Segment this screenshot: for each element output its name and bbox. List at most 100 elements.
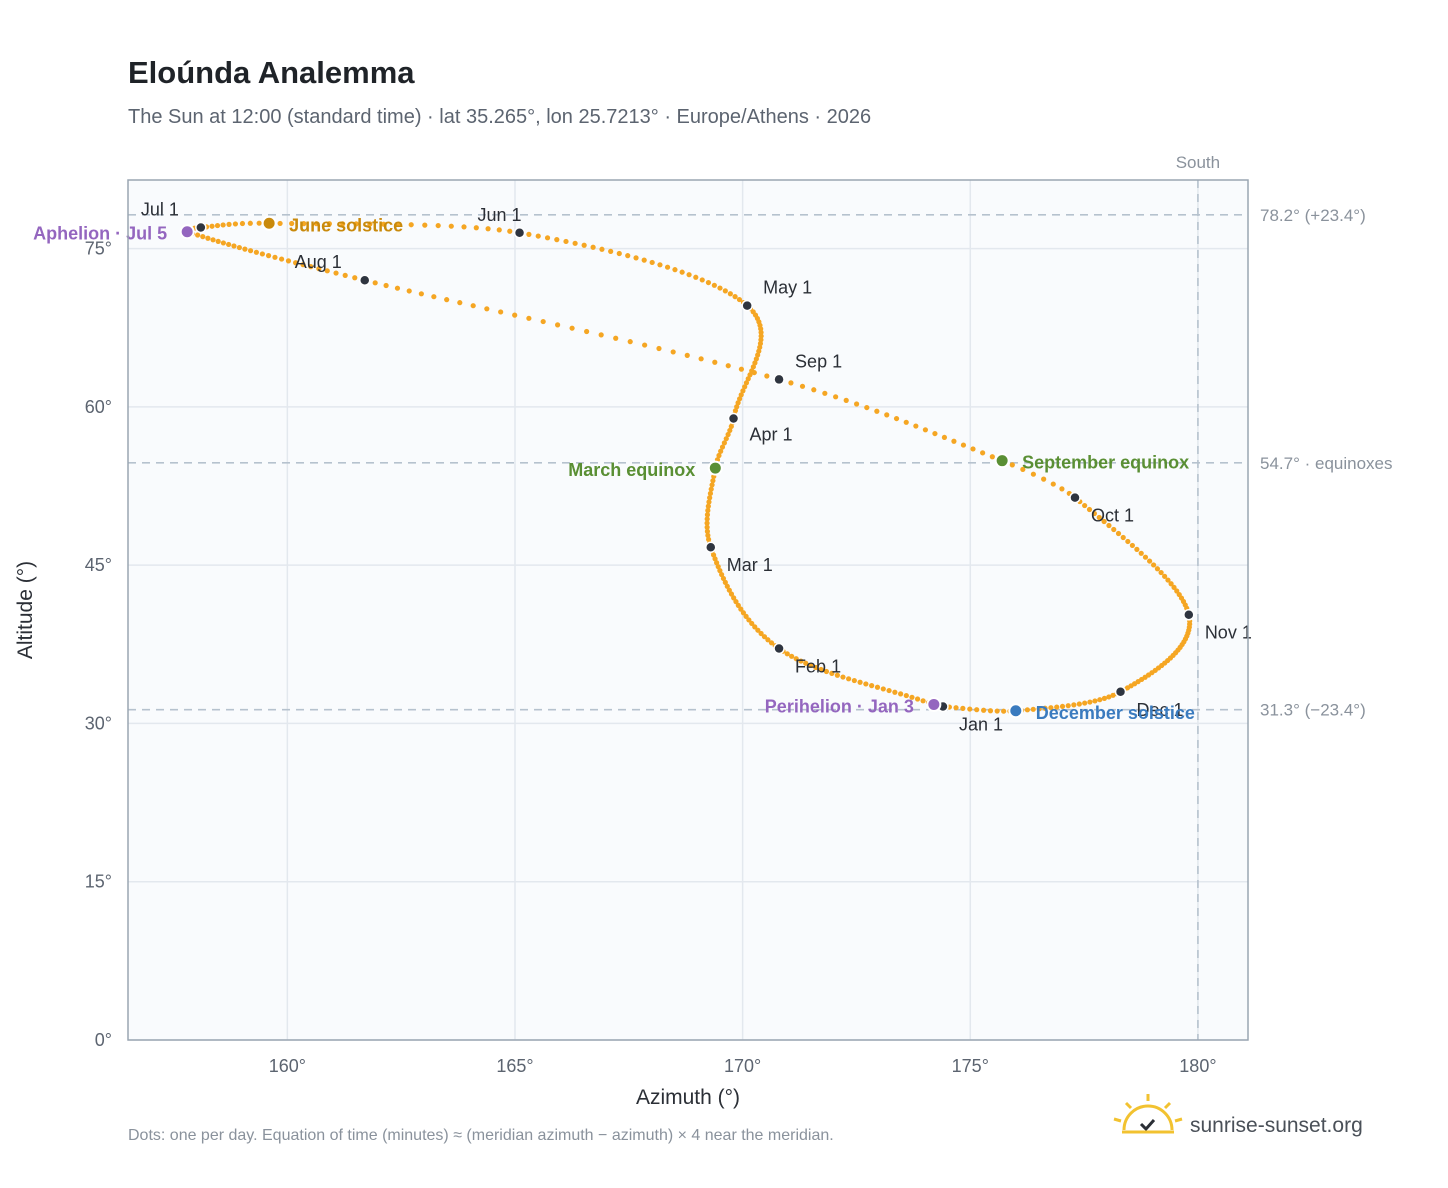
- daily-dot: [903, 692, 909, 699]
- event-marker: [926, 696, 942, 712]
- daily-dot: [727, 291, 733, 297]
- daily-dot: [740, 610, 747, 616]
- daily-dot: [247, 248, 254, 254]
- daily-dot: [788, 380, 794, 386]
- daily-dot: [953, 705, 959, 711]
- daily-dot: [381, 221, 387, 227]
- x-axis-label: Azimuth (°): [636, 1086, 740, 1109]
- daily-dot: [1050, 481, 1056, 487]
- y-axis-label: Altitude (°): [14, 561, 37, 659]
- daily-dot: [616, 250, 622, 257]
- axis-ticks: 160° 165° 170° 175° 180° 0° 15° 30° 45° 60° 75°: [85, 239, 1217, 1076]
- daily-dot: [874, 408, 880, 414]
- daily-dot: [752, 624, 758, 630]
- daily-dot: [727, 427, 733, 434]
- daily-dot: [717, 285, 723, 291]
- daily-dot: [265, 253, 272, 259]
- daily-dot: [736, 296, 743, 303]
- daily-dot: [247, 220, 253, 226]
- x-tick-label: 160°: [269, 1056, 306, 1076]
- daily-dot: [569, 325, 575, 331]
- daily-dot: [1082, 502, 1088, 509]
- daily-dot: [799, 383, 806, 389]
- daily-dot: [1111, 526, 1117, 533]
- daily-dot: [863, 681, 869, 687]
- daily-dot: [724, 583, 730, 589]
- daily-dot: [798, 658, 804, 664]
- month-markers: Jan 1 Feb 1 Mar 1 Apr 1 May 1 Jun 1 Jul 1 Aug 1…: [141, 199, 1252, 734]
- daily-dot: [719, 571, 725, 578]
- daily-dot: [1059, 703, 1066, 710]
- daily-dot: [627, 339, 633, 345]
- daily-dot: [738, 606, 744, 612]
- daily-dot: [239, 220, 246, 227]
- daily-dot: [256, 220, 262, 226]
- daily-dot: [843, 397, 849, 403]
- daily-dot: [745, 376, 751, 382]
- daily-dot: [893, 415, 900, 422]
- daily-dot: [540, 318, 546, 325]
- daily-dot: [761, 634, 768, 640]
- daily-dot: [970, 446, 976, 452]
- daily-dot: [1048, 705, 1054, 711]
- daily-dot: [507, 228, 513, 234]
- daily-dot: [686, 272, 692, 278]
- month-marker-label: Dec 1: [1137, 700, 1184, 720]
- month-marker: [1069, 491, 1081, 504]
- daily-dot: [980, 450, 986, 456]
- event-markers: June solstice December solstice March equi…: [33, 215, 1195, 723]
- daily-dot: [751, 369, 757, 376]
- brand-name[interactable]: sunrise-sunset.org: [1190, 1114, 1363, 1137]
- daily-dot: [818, 666, 824, 673]
- daily-dot: [1091, 510, 1097, 517]
- daily-dot: [711, 282, 717, 288]
- daily-dot: [922, 427, 929, 433]
- daily-dot: [846, 676, 852, 682]
- daily-dot: [811, 387, 817, 393]
- daily-dot: [435, 222, 441, 229]
- daily-dot: [784, 651, 790, 657]
- daily-dot: [1096, 514, 1102, 521]
- daily-dot: [753, 356, 759, 362]
- y-tick-label: 15°: [85, 872, 112, 892]
- month-marker-label: Feb 1: [795, 657, 841, 677]
- daily-dot: [215, 238, 221, 244]
- daily-dot: [693, 274, 699, 280]
- month-marker-label: Aug 1: [295, 252, 342, 272]
- chart-title: Eloúnda Analemma: [128, 55, 415, 90]
- daily-dot: [613, 335, 619, 341]
- daily-dot: [704, 528, 711, 534]
- daily-dot: [909, 694, 915, 700]
- daily-dot: [1147, 558, 1153, 564]
- daily-dot: [723, 436, 729, 442]
- daily-dot: [214, 222, 221, 229]
- daily-dot: [496, 227, 502, 233]
- daily-dot: [554, 237, 560, 243]
- daily-dot: [1030, 471, 1036, 477]
- daily-dot: [1101, 518, 1107, 525]
- daily-dot: [974, 707, 980, 713]
- daily-dot: [716, 452, 722, 459]
- daily-dot: [512, 312, 518, 318]
- brand-logo-icon: [1113, 1094, 1183, 1134]
- month-marker: [773, 642, 785, 655]
- y-tick-label: 75°: [85, 239, 112, 259]
- daily-dot: [572, 240, 578, 246]
- daily-dot: [914, 696, 921, 702]
- daily-dot: [326, 221, 332, 227]
- daily-dot: [1059, 486, 1065, 492]
- plot-area: [128, 180, 1248, 1040]
- daily-dot: [1097, 697, 1103, 703]
- daily-dot: [289, 220, 295, 227]
- daily-dot: [834, 672, 840, 678]
- month-marker: [1114, 686, 1127, 698]
- daily-dot: [422, 222, 428, 228]
- daily-dot: [1036, 706, 1042, 712]
- daily-dot: [484, 306, 490, 312]
- daily-dot: [584, 328, 590, 335]
- daily-dot: [913, 423, 919, 429]
- daily-dot: [743, 613, 749, 619]
- daily-dot: [232, 221, 239, 227]
- daily-dot: [220, 240, 226, 246]
- daily-dot: [746, 617, 752, 623]
